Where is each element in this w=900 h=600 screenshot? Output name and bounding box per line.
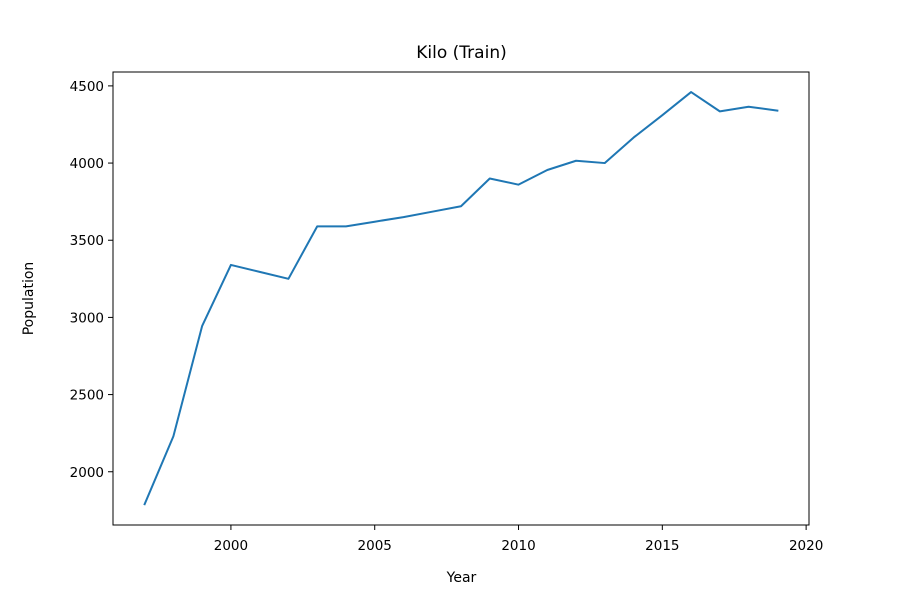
- y-axis-ticks: 2000 2500 3000 3500 4000 4500: [70, 79, 113, 481]
- data-point: [287, 278, 289, 280]
- chart-title: Kilo (Train): [416, 43, 506, 63]
- data-point: [345, 225, 347, 227]
- data-point: [316, 225, 318, 227]
- y-tick-label: 2000: [70, 465, 104, 481]
- x-axis-label: Year: [446, 570, 477, 586]
- x-tick-label: 2015: [645, 538, 679, 554]
- data-point: [546, 169, 548, 171]
- data-point: [431, 211, 433, 213]
- data-point: [201, 325, 203, 327]
- data-point: [460, 205, 462, 207]
- x-tick-label: 2000: [214, 538, 248, 554]
- data-point: [633, 137, 635, 139]
- y-tick-label: 3500: [70, 233, 104, 249]
- x-axis-ticks: 2000 2005 2010 2015 2020: [214, 525, 823, 554]
- data-point: [172, 435, 174, 437]
- data-point: [661, 114, 663, 116]
- y-tick-label: 4500: [70, 79, 104, 95]
- x-tick-label: 2010: [501, 538, 535, 554]
- axes-frame: [112, 71, 810, 526]
- y-axis-label: Population: [21, 262, 37, 336]
- data-point: [402, 216, 404, 218]
- data-point: [776, 110, 778, 112]
- y-tick-label: 3000: [70, 310, 104, 326]
- series-line: [143, 91, 779, 506]
- data-point: [748, 106, 750, 108]
- x-tick-label: 2005: [358, 538, 392, 554]
- x-tick-label: 2020: [789, 538, 823, 554]
- y-tick-label: 4000: [70, 156, 104, 172]
- y-tick-label: 2500: [70, 388, 104, 404]
- data-point: [144, 503, 146, 505]
- data-point: [604, 162, 606, 164]
- data-point: [575, 160, 577, 162]
- data-point: [230, 264, 232, 266]
- data-point: [518, 184, 520, 186]
- plot-area: [143, 91, 779, 506]
- data-point: [259, 271, 261, 273]
- data-point: [489, 178, 491, 180]
- data-point: [719, 110, 721, 112]
- data-point: [690, 91, 692, 93]
- data-point: [374, 221, 376, 223]
